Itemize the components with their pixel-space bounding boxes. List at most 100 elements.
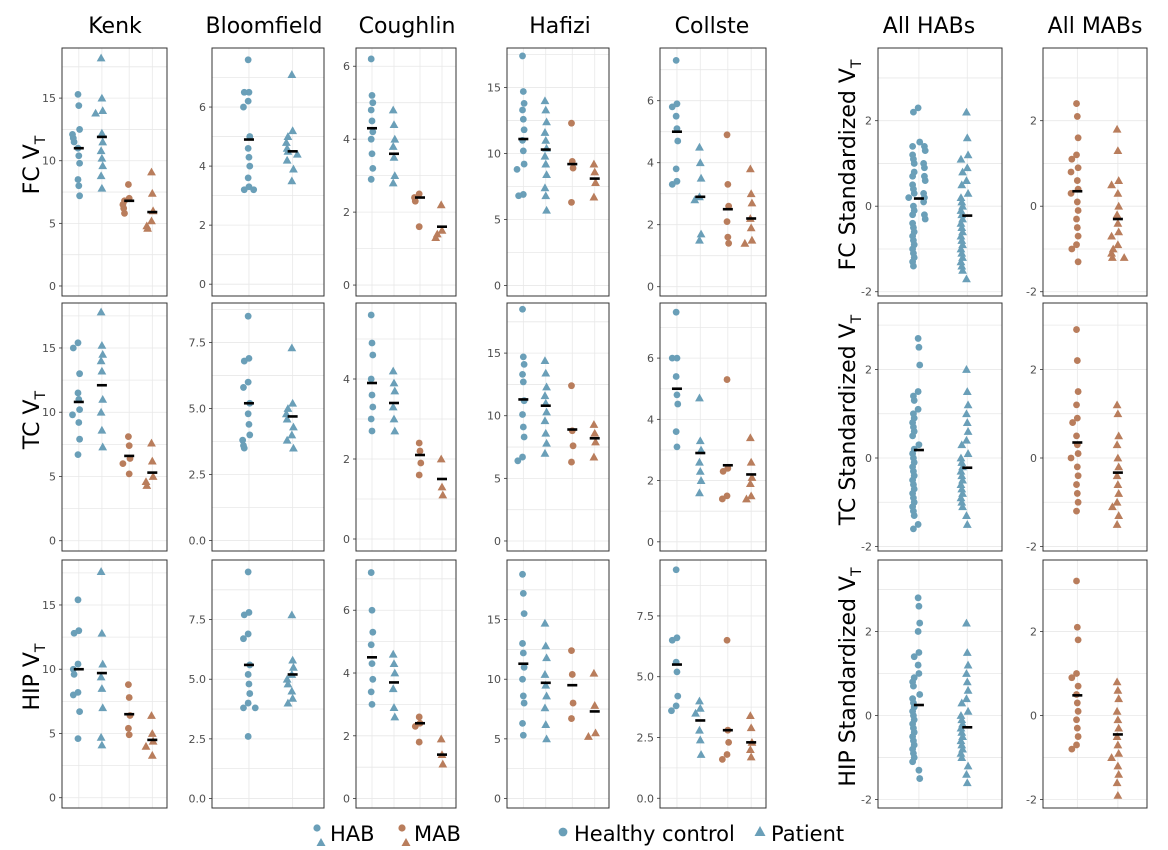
data-point-circle bbox=[367, 106, 375, 114]
data-point-triangle bbox=[540, 128, 550, 136]
series-hab-healthy-control bbox=[909, 335, 924, 533]
legend-healthy-marker bbox=[558, 827, 568, 837]
data-point-triangle bbox=[696, 173, 706, 182]
data-point-circle bbox=[125, 731, 133, 739]
data-point-circle bbox=[668, 354, 676, 362]
data-point-triangle bbox=[147, 216, 156, 225]
data-point-triangle bbox=[389, 120, 399, 128]
data-point-circle bbox=[568, 458, 575, 466]
y-tick-label: 4 bbox=[647, 157, 654, 170]
panel-border bbox=[61, 47, 168, 297]
data-point-circle bbox=[909, 211, 917, 219]
data-point-triangle bbox=[540, 391, 550, 400]
data-point-circle bbox=[519, 731, 527, 739]
series-hab-patient bbox=[388, 649, 400, 721]
data-point-triangle bbox=[289, 422, 298, 431]
panel-border bbox=[659, 47, 767, 297]
y-tick-label: -2 bbox=[1026, 541, 1037, 554]
data-point-triangle bbox=[1113, 685, 1123, 694]
series-hab-healthy-control bbox=[69, 596, 84, 743]
data-point-triangle bbox=[389, 414, 399, 423]
data-point-triangle bbox=[696, 445, 706, 454]
data-point-triangle bbox=[591, 728, 600, 737]
series-hab-patient bbox=[96, 567, 108, 749]
data-point-triangle bbox=[956, 480, 966, 488]
data-point-triangle bbox=[390, 171, 400, 180]
data-point-circle bbox=[69, 665, 77, 673]
series-mab-patient bbox=[1107, 400, 1124, 528]
data-point-triangle bbox=[690, 195, 700, 204]
panel-background bbox=[356, 560, 456, 808]
data-point-triangle bbox=[745, 745, 755, 754]
data-point-circle bbox=[1074, 164, 1082, 172]
panel-border bbox=[1042, 47, 1148, 297]
data-point-triangle bbox=[956, 244, 966, 253]
series-hab-healthy-control bbox=[513, 52, 529, 200]
data-point-circle bbox=[416, 447, 424, 455]
data-point-circle bbox=[240, 384, 247, 391]
column-title-hafizi: Hafizi bbox=[529, 14, 591, 39]
data-point-triangle bbox=[540, 183, 550, 192]
data-point-circle bbox=[251, 704, 259, 712]
series-mab-patient bbox=[589, 159, 600, 201]
data-point-circle bbox=[520, 360, 528, 368]
data-point-triangle bbox=[962, 163, 972, 172]
data-point-triangle bbox=[541, 159, 551, 168]
y-tick-label: 15 bbox=[487, 614, 501, 627]
series-mab-healthy-control bbox=[119, 433, 135, 478]
data-point-circle bbox=[673, 391, 681, 399]
panel-fc-hafizi: 0 5 10 15 bbox=[487, 47, 610, 297]
y-tick-label: 6 bbox=[647, 95, 654, 108]
data-point-circle bbox=[1074, 472, 1082, 480]
data-point-circle bbox=[519, 378, 527, 386]
panel-border bbox=[355, 559, 457, 809]
data-point-circle bbox=[415, 738, 423, 746]
data-point-circle bbox=[915, 343, 923, 351]
series-mab-healthy-control bbox=[567, 119, 578, 206]
series-mab-healthy-control bbox=[1067, 100, 1083, 266]
panel-border bbox=[211, 47, 325, 297]
data-point-circle bbox=[120, 204, 128, 212]
y-tick-label: 10 bbox=[487, 673, 501, 686]
data-point-triangle bbox=[957, 458, 967, 466]
data-point-triangle bbox=[696, 750, 706, 758]
data-point-circle bbox=[369, 628, 377, 636]
data-point-triangle bbox=[282, 435, 292, 444]
data-point-circle bbox=[1073, 507, 1080, 515]
data-point-triangle bbox=[1114, 462, 1124, 471]
data-point-triangle bbox=[962, 274, 971, 283]
data-point-circle bbox=[246, 690, 254, 697]
y-tick-label: 7.5 bbox=[189, 614, 207, 627]
data-point-triangle bbox=[696, 476, 706, 484]
data-point-circle bbox=[672, 373, 680, 380]
data-point-triangle bbox=[541, 720, 551, 728]
panel-border bbox=[877, 559, 1003, 809]
data-point-triangle bbox=[695, 696, 704, 705]
data-point-circle bbox=[417, 459, 425, 467]
data-point-circle bbox=[513, 165, 521, 173]
data-point-triangle bbox=[1112, 124, 1122, 133]
data-point-triangle bbox=[962, 387, 972, 395]
data-point-triangle bbox=[1114, 201, 1124, 210]
data-point-circle bbox=[415, 223, 423, 231]
data-point-triangle bbox=[287, 343, 297, 352]
data-point-circle bbox=[367, 311, 375, 319]
data-point-circle bbox=[246, 431, 254, 439]
data-point-triangle bbox=[283, 132, 293, 140]
data-point-triangle bbox=[542, 653, 551, 662]
data-point-circle bbox=[368, 701, 376, 708]
data-point-triangle bbox=[287, 430, 297, 439]
data-point-circle bbox=[515, 192, 523, 200]
data-point-triangle bbox=[438, 490, 448, 499]
data-point-circle bbox=[367, 55, 375, 63]
y-tick-label: 2 bbox=[343, 453, 350, 466]
data-point-circle bbox=[368, 427, 376, 435]
data-point-triangle bbox=[390, 386, 400, 395]
data-point-triangle bbox=[97, 366, 107, 375]
data-point-circle bbox=[668, 103, 676, 111]
data-point-circle bbox=[914, 594, 922, 602]
data-point-circle bbox=[368, 606, 376, 614]
panel-background bbox=[878, 48, 1002, 296]
data-point-triangle bbox=[388, 366, 398, 375]
data-point-circle bbox=[914, 388, 922, 395]
